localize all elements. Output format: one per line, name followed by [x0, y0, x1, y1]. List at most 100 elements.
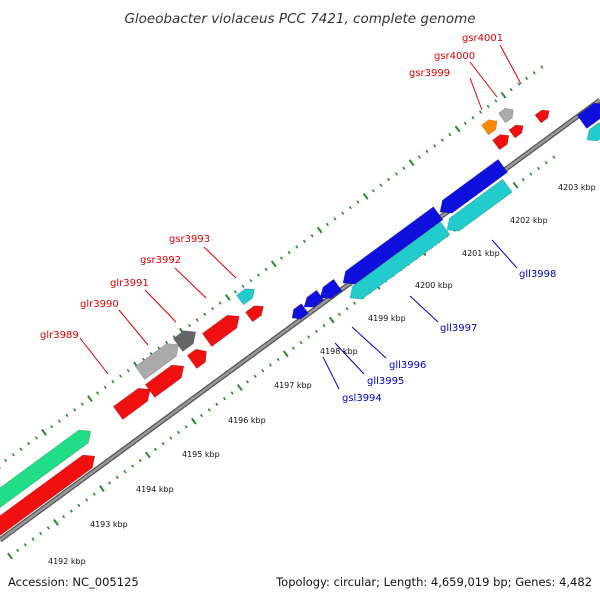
gene-arrow-gray [134, 343, 180, 380]
gene-arrow-darkgray [172, 330, 197, 352]
top-scale-tick [362, 192, 369, 200]
top-scale-tick [486, 104, 490, 109]
gene-label-gll3995[interactable]: gll3995 [367, 376, 404, 387]
top-scale-tick [50, 424, 54, 429]
top-scale-tick [224, 294, 231, 301]
top-scale-tick [41, 428, 47, 436]
bottom-scale-tick [62, 514, 66, 519]
bottom-scale-tick [215, 402, 219, 407]
gene-label-gsr4001[interactable]: gsr4001 [462, 33, 503, 44]
leader-line-forward [118, 309, 149, 346]
leader-line-forward [499, 44, 522, 85]
label-leaders [79, 44, 522, 390]
gene-arrow-cyan [446, 178, 513, 232]
gene-arrow-gray [498, 107, 514, 124]
bottom-scale-tick [544, 161, 548, 165]
leader-line-forward [144, 289, 177, 323]
top-scale-tick [126, 368, 130, 373]
gene-arrow-red [112, 387, 151, 420]
top-scale-tick [417, 155, 421, 159]
top-scale-tick [302, 239, 306, 243]
top-scale-tick [341, 211, 345, 215]
bottom-scale-tick [328, 316, 335, 324]
gene-label-gsr3992[interactable]: gsr3992 [140, 255, 181, 266]
bottom-scale-tick [268, 363, 272, 367]
top-scale-tick [425, 149, 429, 154]
bottom-scale-tick [123, 470, 127, 474]
leader-line-reverse [322, 356, 340, 390]
top-scale-tick [509, 87, 513, 92]
bottom-scale-tick [31, 537, 35, 541]
top-scale-tick [80, 402, 84, 406]
bottom-scale-tick [16, 548, 20, 553]
bottom-scale-tick [46, 526, 50, 530]
top-scale-tick [218, 301, 222, 305]
bottom-scale-tick [536, 166, 541, 171]
gene-label-gsr3993[interactable]: gsr3993 [169, 234, 210, 245]
gene-label-gsl3994[interactable]: gsl3994 [342, 393, 382, 404]
top-scale-tick [57, 419, 61, 423]
gene-features [0, 102, 600, 536]
top-scale-tick [4, 458, 8, 463]
top-scale-tick [500, 91, 507, 99]
bottom-scale-tick [77, 503, 81, 508]
top-scale-tick [471, 116, 475, 120]
gene-label-gll3996[interactable]: gll3996 [389, 360, 426, 371]
leader-line-reverse [491, 239, 518, 269]
top-scale-tick [325, 222, 329, 227]
gene-label-gll3998[interactable]: gll3998 [519, 269, 556, 280]
top-scale-tick [440, 138, 444, 142]
bottom-scale-tick [131, 464, 135, 468]
topology-summary-text: Topology: circular; Length: 4,659,019 bp… [275, 575, 592, 589]
bottom-scale-tick [276, 357, 280, 362]
leader-line-forward [469, 61, 498, 98]
bottom-scale-tick [39, 531, 43, 536]
gene-arrow-red [201, 314, 240, 347]
bottom-scale-tick [199, 413, 204, 418]
top-scale-tick [119, 374, 123, 378]
bottom-scale-tick [253, 374, 257, 378]
leader-line-forward [203, 246, 237, 279]
gene-label-glr3990[interactable]: glr3990 [80, 299, 119, 310]
bottom-scale-tick [85, 498, 89, 502]
top-scale-tick [532, 71, 536, 75]
bottom-scale-tick [230, 391, 234, 395]
gene-label-glr3991[interactable]: glr3991 [110, 278, 149, 289]
gene-label-glr3989[interactable]: glr3989 [40, 330, 79, 341]
top-scale-tick [408, 159, 415, 167]
top-scale-tick [65, 413, 69, 418]
top-scale-tick [73, 408, 77, 412]
bottom-scale-tick [337, 312, 341, 317]
bottom-scale-tick [314, 329, 318, 333]
top-scale-tick [195, 318, 199, 322]
gene-label-gsr4000[interactable]: gsr4000 [434, 51, 475, 62]
genome-backbone-highlight [0, 98, 600, 542]
top-scale-tick [27, 441, 31, 446]
gene-arrow-blue [576, 102, 600, 129]
top-scale-tick [540, 65, 544, 69]
top-scale-tick [87, 395, 93, 403]
bottom-scale-tick [291, 346, 295, 350]
gene-arrow-blue [342, 206, 444, 285]
top-scale-tick [111, 380, 115, 384]
gene-arrow-red [186, 348, 207, 369]
gene-label-gsr3999[interactable]: gsr3999 [409, 68, 450, 79]
bottom-scale-tick [108, 481, 112, 485]
top-scale-tick [210, 307, 215, 311]
leader-line-forward [469, 77, 483, 111]
bottom-scale-tick [552, 155, 556, 159]
scale-label-4199: 4199 kbp [368, 314, 406, 323]
scale-label-4196: 4196 kbp [228, 416, 266, 425]
bottom-scale-tick [161, 441, 165, 446]
scale-label-4195: 4195 kbp [182, 450, 220, 459]
top-scale-tick [287, 250, 291, 255]
top-scale-tick [270, 260, 277, 268]
bottom-scale-tick [236, 384, 243, 391]
gene-label-gll3997[interactable]: gll3997 [440, 323, 477, 334]
top-scale-tick [103, 385, 107, 390]
leader-line-reverse [409, 295, 439, 323]
bottom-scale-tick [145, 451, 151, 459]
bottom-scale-tick [53, 518, 59, 526]
bottom-scale-tick [23, 543, 27, 547]
